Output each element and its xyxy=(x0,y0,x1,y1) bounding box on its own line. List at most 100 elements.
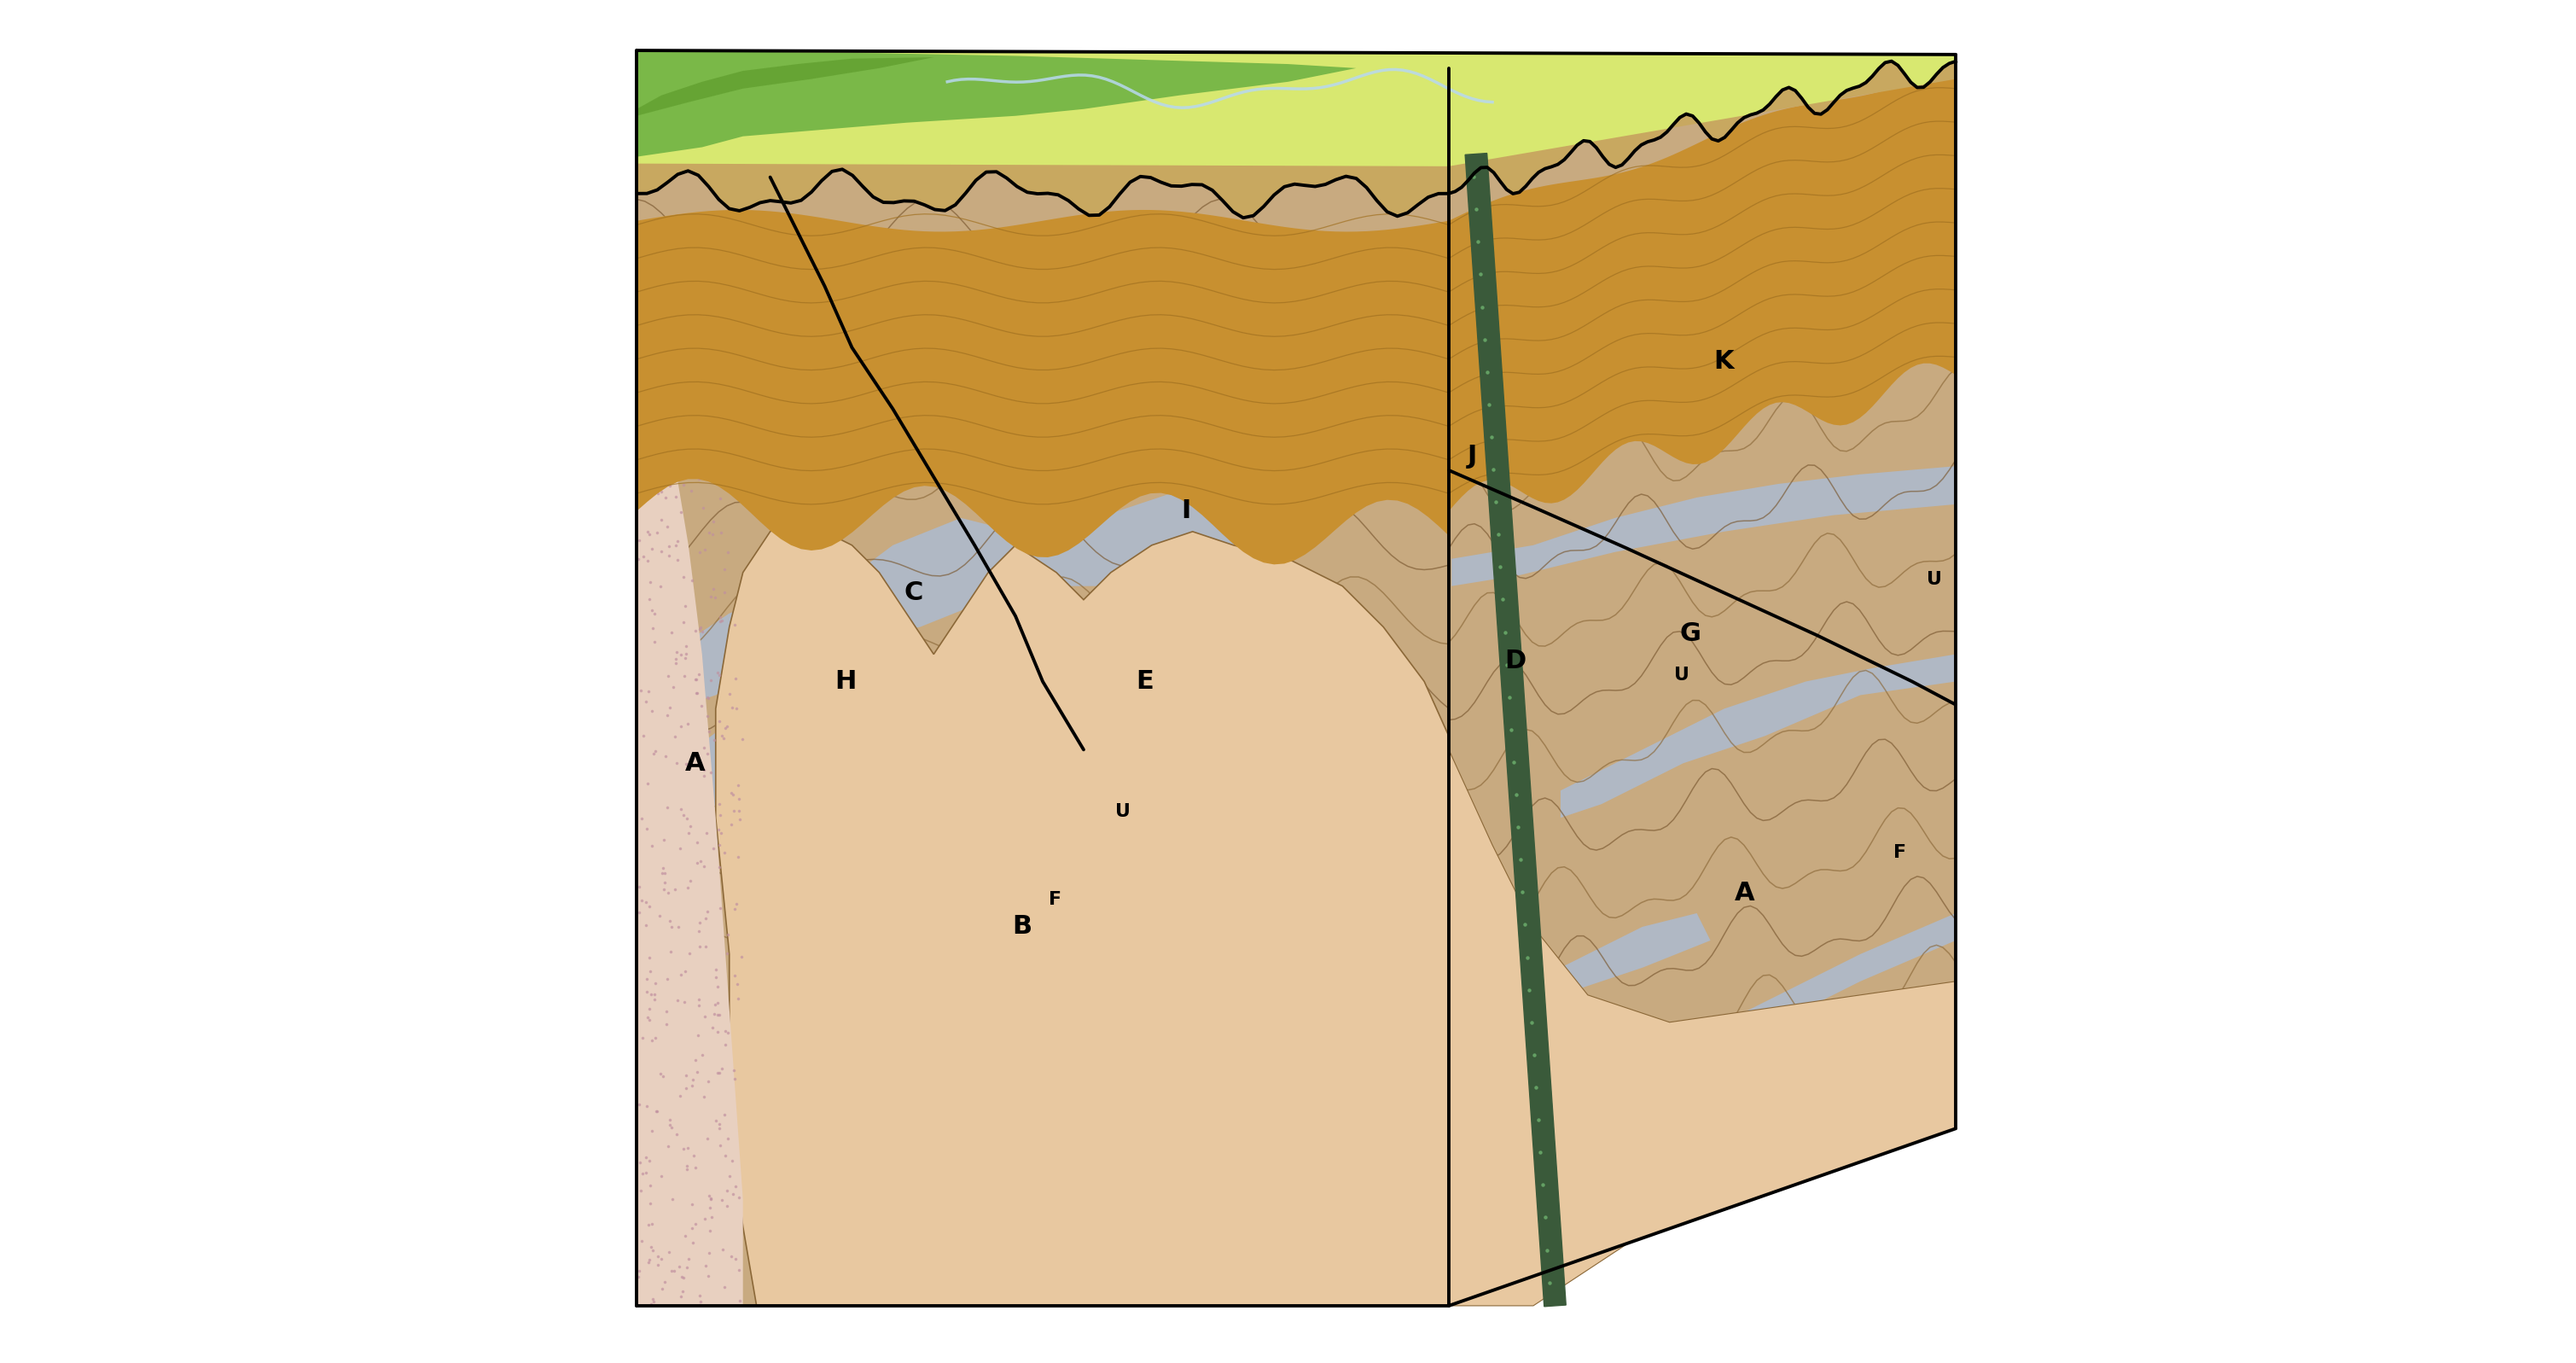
Point xyxy=(701,1190,742,1212)
Point xyxy=(703,1277,744,1299)
Point xyxy=(631,1213,672,1235)
Point xyxy=(680,1284,721,1306)
Point xyxy=(675,620,716,642)
Point xyxy=(652,916,693,938)
Point xyxy=(626,773,667,795)
Point xyxy=(652,676,693,698)
Point xyxy=(670,815,711,837)
Point xyxy=(629,1009,670,1030)
Point xyxy=(677,831,719,853)
Point xyxy=(708,1165,750,1187)
Point xyxy=(1484,622,1525,643)
Point xyxy=(665,752,706,774)
Point xyxy=(1481,589,1522,611)
Point xyxy=(623,725,665,747)
Point xyxy=(647,1013,688,1035)
Point xyxy=(1486,654,1528,676)
Point xyxy=(698,856,739,878)
Point xyxy=(675,668,716,690)
Point xyxy=(667,1249,708,1270)
Point xyxy=(634,740,675,762)
Point xyxy=(683,765,724,786)
Point xyxy=(667,876,708,898)
Point xyxy=(680,935,721,957)
Point xyxy=(644,746,685,767)
Point xyxy=(1499,849,1540,871)
Point xyxy=(714,615,755,637)
Point xyxy=(644,872,685,894)
Point xyxy=(618,1152,659,1174)
Point xyxy=(690,1206,732,1228)
Point xyxy=(652,369,693,391)
Point xyxy=(1479,523,1520,545)
Point xyxy=(1489,686,1530,707)
Point xyxy=(626,333,667,354)
Point xyxy=(708,541,750,563)
Point xyxy=(685,408,726,429)
Point xyxy=(685,908,726,930)
Point xyxy=(631,836,672,857)
Point xyxy=(711,696,752,718)
Point xyxy=(690,761,732,782)
Point xyxy=(688,901,729,923)
Point xyxy=(654,534,696,556)
Point xyxy=(685,686,726,707)
Point xyxy=(698,1062,739,1084)
Point xyxy=(667,1137,708,1159)
Point xyxy=(693,1003,734,1025)
Point xyxy=(629,895,670,917)
Point xyxy=(1479,556,1520,578)
Point xyxy=(631,331,672,353)
Point xyxy=(662,1266,703,1288)
Point xyxy=(647,882,688,904)
Point xyxy=(683,759,724,781)
Point xyxy=(696,661,737,683)
Polygon shape xyxy=(636,50,1355,157)
Point xyxy=(1463,328,1504,350)
Point xyxy=(670,943,711,965)
Point xyxy=(657,549,698,571)
Point xyxy=(685,1208,726,1229)
Point xyxy=(698,1021,739,1043)
Point xyxy=(659,837,701,859)
Point xyxy=(696,966,737,988)
Point xyxy=(1455,199,1497,221)
Point xyxy=(711,814,752,836)
Point xyxy=(670,451,711,473)
Text: G: G xyxy=(1680,622,1700,646)
Point xyxy=(665,961,706,983)
Point xyxy=(636,1246,677,1268)
Text: I: I xyxy=(1180,499,1190,523)
Point xyxy=(644,829,685,851)
Point xyxy=(685,1006,726,1028)
Point xyxy=(683,856,724,878)
Point xyxy=(665,646,706,668)
Point xyxy=(657,641,698,662)
Point xyxy=(719,808,760,830)
Point xyxy=(1494,751,1535,773)
Point xyxy=(667,1159,708,1180)
Point xyxy=(634,473,675,495)
Point xyxy=(677,541,719,563)
Point xyxy=(654,424,696,446)
Point xyxy=(693,578,734,600)
Point xyxy=(641,1277,683,1299)
Point xyxy=(714,1175,755,1197)
Point xyxy=(626,483,667,504)
Point xyxy=(1502,882,1543,904)
Point xyxy=(649,534,690,556)
Point xyxy=(654,647,696,669)
Point xyxy=(701,822,742,844)
Point xyxy=(626,968,667,990)
Point xyxy=(698,793,739,815)
Text: F: F xyxy=(1048,891,1061,909)
Point xyxy=(690,1187,732,1209)
Polygon shape xyxy=(1028,491,1247,586)
Point xyxy=(714,898,755,920)
Point xyxy=(1528,1272,1569,1293)
Point xyxy=(1468,394,1510,416)
Point xyxy=(662,566,703,587)
Point xyxy=(698,804,739,826)
Polygon shape xyxy=(1448,750,1955,1306)
Point xyxy=(688,1184,729,1206)
